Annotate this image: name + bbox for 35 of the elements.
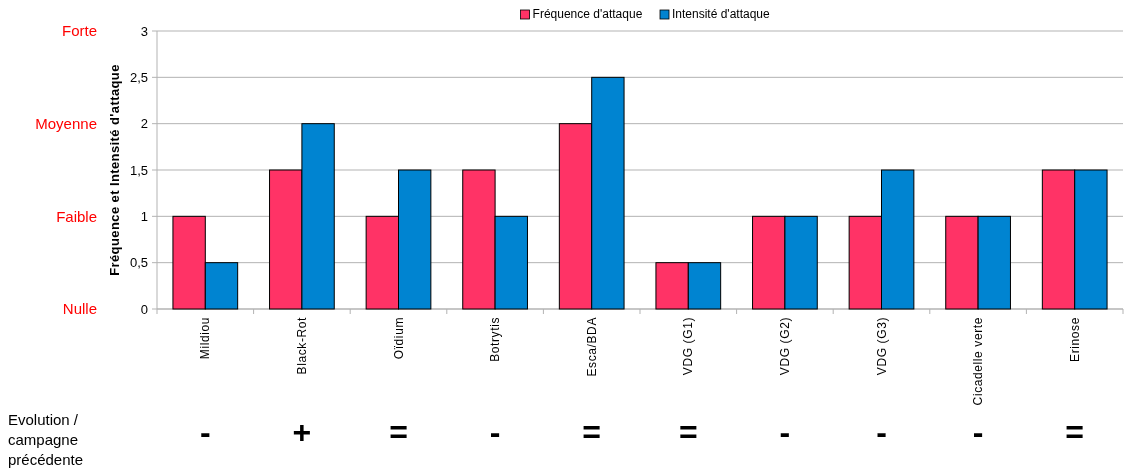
x-tick-label: Mildiou [198,317,213,360]
text: + [292,414,312,450]
x-tick-label: Esca/BDA [584,317,599,377]
x-tick-label: Black-Rot [294,316,309,375]
y-tick-label: 0 [140,301,148,317]
x-tick-label: VDG (G1) [681,317,696,376]
x-tick-label: Erinose [1067,317,1082,362]
y-tick-label: 2 [140,116,148,132]
text: Nulle [62,300,97,318]
y-tick-label: 1,5 [129,162,148,178]
x-tick-label: VDG (G3) [874,317,889,376]
text: = [678,414,698,450]
y-tick-label: 0,5 [129,255,148,271]
text: = [1065,414,1085,450]
x-tick-label: Oïdium [391,317,406,360]
text: = [582,414,602,450]
legend-label: Intensité d'attaque [672,7,771,21]
text: Moyenne [35,114,97,132]
x-tick-label: Cicadelle verte [971,317,986,406]
text: - [972,414,984,450]
text: Faible [56,207,97,225]
text: Evolution / campagne précédente [8,411,84,468]
text: - [199,414,211,450]
text: - [876,414,887,450]
y-tick-label: 2,5 [129,69,148,85]
legend-label: Fréquence d'attaque [532,7,643,21]
x-tick-label: VDG (G2) [777,317,792,376]
y-axis-title: Fréquence et Intensité d'attaque [107,64,122,276]
text: - [779,414,791,450]
y-tick-label: 3 [140,23,148,39]
text: - [489,414,501,450]
text: = [389,414,408,450]
x-tick-label: Botrytis [488,317,503,362]
y-tick-label: 1 [140,208,148,224]
text: Forte [61,22,97,40]
